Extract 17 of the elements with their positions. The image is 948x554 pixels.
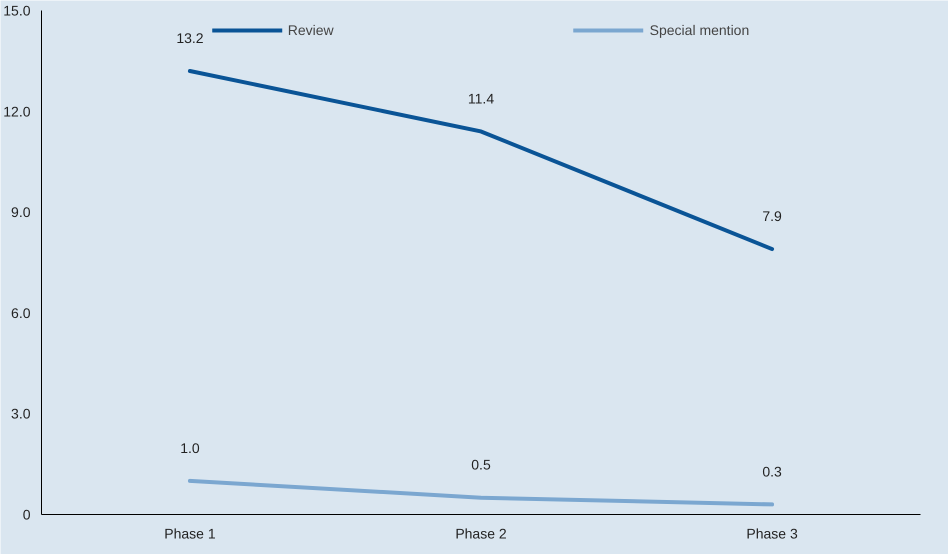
y-tick-label: 0 <box>22 506 31 522</box>
data-label: 7.9 <box>762 208 782 224</box>
data-label: 0.5 <box>471 456 491 473</box>
y-tick-label: 15.0 <box>3 2 31 18</box>
data-label: 11.4 <box>468 90 494 106</box>
legend-label: Special mention <box>650 22 750 38</box>
data-label: 1.0 <box>180 440 200 456</box>
y-tick-label: 9.0 <box>11 204 31 220</box>
legend-label: Review <box>288 22 334 38</box>
x-tick-label: Phase 1 <box>164 526 216 542</box>
y-tick-label: 3.0 <box>11 406 31 422</box>
data-label: 0.3 <box>762 463 782 480</box>
data-label: 13.2 <box>176 30 204 46</box>
y-tick-label: 6.0 <box>11 304 31 321</box>
x-tick-label: Phase 2 <box>455 526 507 542</box>
x-tick-label: Phase 3 <box>746 526 798 542</box>
y-tick-label: 12.0 <box>3 103 31 120</box>
